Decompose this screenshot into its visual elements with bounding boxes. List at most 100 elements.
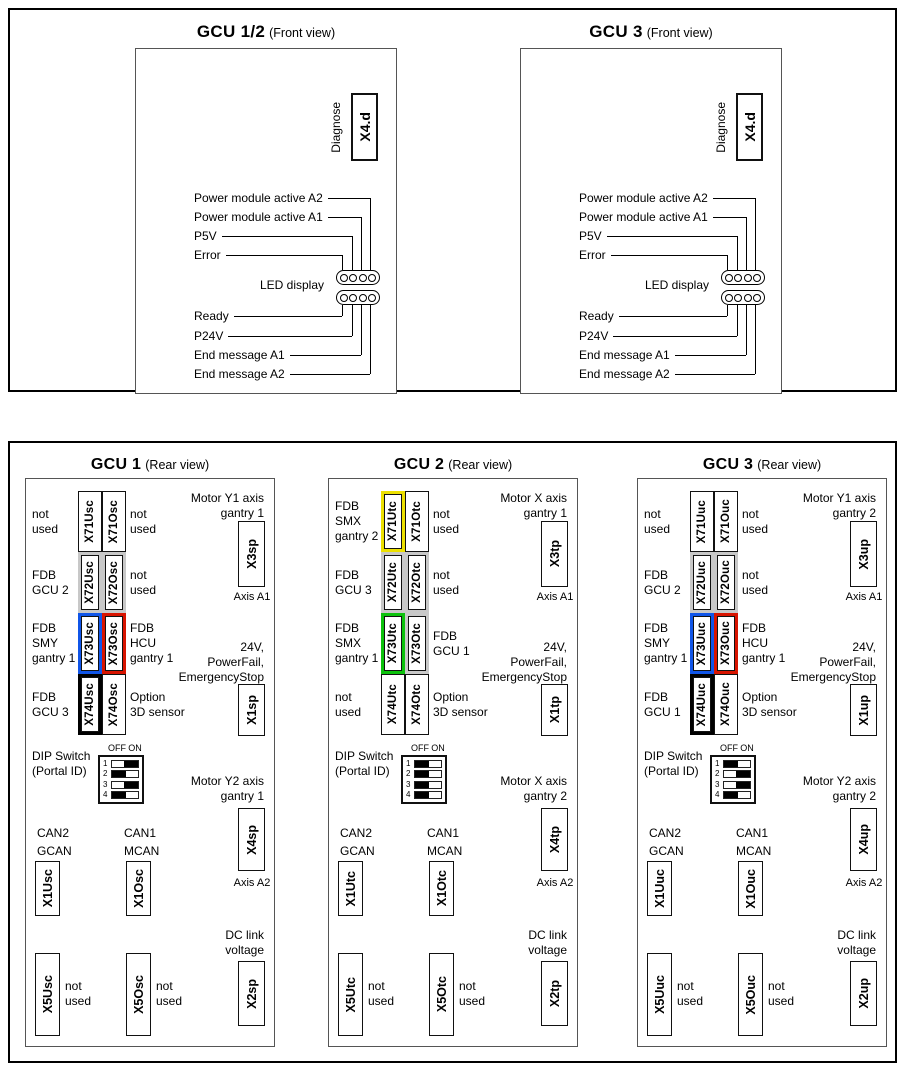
not-used-note: not used — [156, 979, 183, 1008]
connector-x3: X3tp — [541, 521, 568, 587]
connector-label: X1up — [856, 694, 871, 726]
connector-body: X72Uuc — [693, 555, 711, 610]
connector-label: X74Ouc — [720, 682, 732, 727]
motor-axis2-label: Motor X axis gantry 2 — [500, 774, 567, 803]
led-label: End message A1 — [194, 348, 285, 362]
dip-track — [111, 791, 139, 800]
not-used-note: not used — [368, 979, 395, 1008]
dip-switch-1: 1 — [103, 759, 139, 768]
connector-x1: X1up — [850, 684, 877, 736]
dip-off-on-header: OFF ON — [98, 743, 144, 753]
dip-on-label: ON — [740, 743, 754, 753]
front-panel-title: GCU 1/2 (Front view) — [136, 22, 396, 42]
row-right-label: Option 3D sensor — [433, 689, 488, 719]
connector-body: X73Osc — [105, 616, 123, 671]
connector-label: X71Ouc — [720, 499, 732, 544]
row-right-label: not used — [130, 506, 157, 536]
connector-x71u: X71Utc — [381, 491, 405, 552]
connector-body: X72Ouc — [717, 555, 735, 610]
connector-label: X74Usc — [84, 683, 96, 726]
connector-body: X73Usc — [81, 616, 99, 671]
connector-label: X5Otc — [434, 976, 449, 1013]
led-row-bottom — [721, 290, 765, 305]
diagnose-label: Diagnose — [329, 101, 343, 153]
connector-x2: X2up — [850, 961, 877, 1026]
dip-number: 1 — [103, 758, 108, 768]
connector-label: X71Usc — [84, 500, 96, 543]
motor-axis2-label: Motor Y2 axis gantry 1 — [190, 774, 264, 803]
dc-link-label: DC link voltage — [837, 928, 876, 957]
led-line — [746, 305, 748, 355]
connector-body: X73Uuc — [693, 616, 711, 671]
led-label: Ready — [194, 309, 229, 323]
connector-body: X71Uuc — [690, 491, 714, 552]
power-label: 24V, PowerFail, EmergencyStop — [790, 640, 876, 684]
led-line — [361, 217, 363, 270]
led-line — [352, 305, 354, 336]
motor-axis1-label: Motor Y1 axis gantry 2 — [802, 491, 876, 520]
dip-knob — [124, 760, 138, 767]
dip-switch: 1 2 3 4 — [401, 755, 447, 804]
connector-body: X74Osc — [102, 674, 126, 735]
power-label: 24V, PowerFail, EmergencyStop — [178, 640, 264, 684]
dip-knob — [415, 792, 429, 799]
led-dot — [743, 273, 752, 282]
led-line — [727, 305, 729, 316]
panel-subtitle-text: (Rear view) — [448, 458, 513, 472]
row-left-label: FDB SMX gantry 1 — [335, 621, 379, 665]
leader-line — [221, 235, 352, 237]
dip-track — [723, 780, 751, 789]
connector-label: X72Usc — [84, 561, 96, 604]
connector-body: X72Otc — [408, 555, 426, 610]
connector-body: X74Usc — [81, 677, 99, 732]
connector-x72o: X72Otc — [405, 552, 429, 613]
connector-x71o: X71Osc — [102, 491, 126, 552]
led-label: Ready — [579, 309, 614, 323]
led-dot — [725, 293, 734, 302]
row-right-label: not used — [742, 506, 769, 536]
led-dot — [367, 273, 376, 282]
connector-x1u: X1Uuc — [647, 861, 672, 916]
can1-label: CAN1 MCAN — [736, 826, 772, 858]
connector-body: X74Ouc — [714, 674, 738, 735]
dip-switch-label: DIP Switch (Portal ID) — [32, 749, 91, 778]
led-line — [737, 305, 739, 336]
diagnose-port-x4d: X4.d — [351, 93, 378, 161]
connector-label: X1Usc — [40, 869, 55, 908]
connector-label: X73Otc — [411, 623, 423, 664]
dip-knob — [415, 760, 429, 767]
front-panel-gcu12: GCU 1/2 (Front view) Diagnose X4.d Power … — [135, 22, 397, 394]
dip-off-label: OFF — [411, 743, 429, 753]
connector-label: X1Utc — [343, 870, 358, 907]
connector-label: X1tp — [547, 696, 562, 724]
dip-switch-label: DIP Switch (Portal ID) — [335, 749, 394, 778]
connector-x74u: X74Usc — [78, 674, 102, 735]
connector-label: X4up — [856, 824, 871, 855]
panel-title-text: GCU 1 — [90, 456, 142, 473]
connector-x1o: X1Otc — [429, 861, 454, 916]
dip-off-on-header: OFF ON — [401, 743, 447, 753]
led-label: Power module active A2 — [194, 191, 323, 205]
led-label-row: Error — [579, 247, 727, 263]
led-line — [755, 198, 757, 270]
connector-x72u: X72Utc — [381, 552, 405, 613]
dip-off-on-header: OFF ON — [710, 743, 756, 753]
connector-body: X73Otc — [408, 616, 426, 671]
led-label: End message A1 — [579, 348, 670, 362]
row-left-label: FDB GCU 3 — [335, 567, 372, 597]
connector-label: X5Utc — [343, 976, 358, 1013]
connector-label: X73Uuc — [696, 621, 708, 666]
row-left-label: FDB SMY gantry 1 — [644, 621, 688, 665]
not-used-note: not used — [65, 979, 92, 1008]
dip-track — [111, 759, 139, 768]
connector-label: X71Uuc — [696, 499, 708, 544]
connector-x5o: X5Osc — [126, 953, 151, 1036]
dip-number: 4 — [103, 790, 108, 800]
connector-label: X72Utc — [387, 562, 399, 603]
dip-switch-3: 3 — [103, 780, 139, 789]
diagnose-label: Diagnose — [714, 101, 728, 153]
axis-a1-label: Axis A1 — [845, 591, 883, 603]
dip-knob — [112, 771, 126, 778]
led-label: P5V — [194, 229, 217, 243]
led-dot — [358, 293, 367, 302]
